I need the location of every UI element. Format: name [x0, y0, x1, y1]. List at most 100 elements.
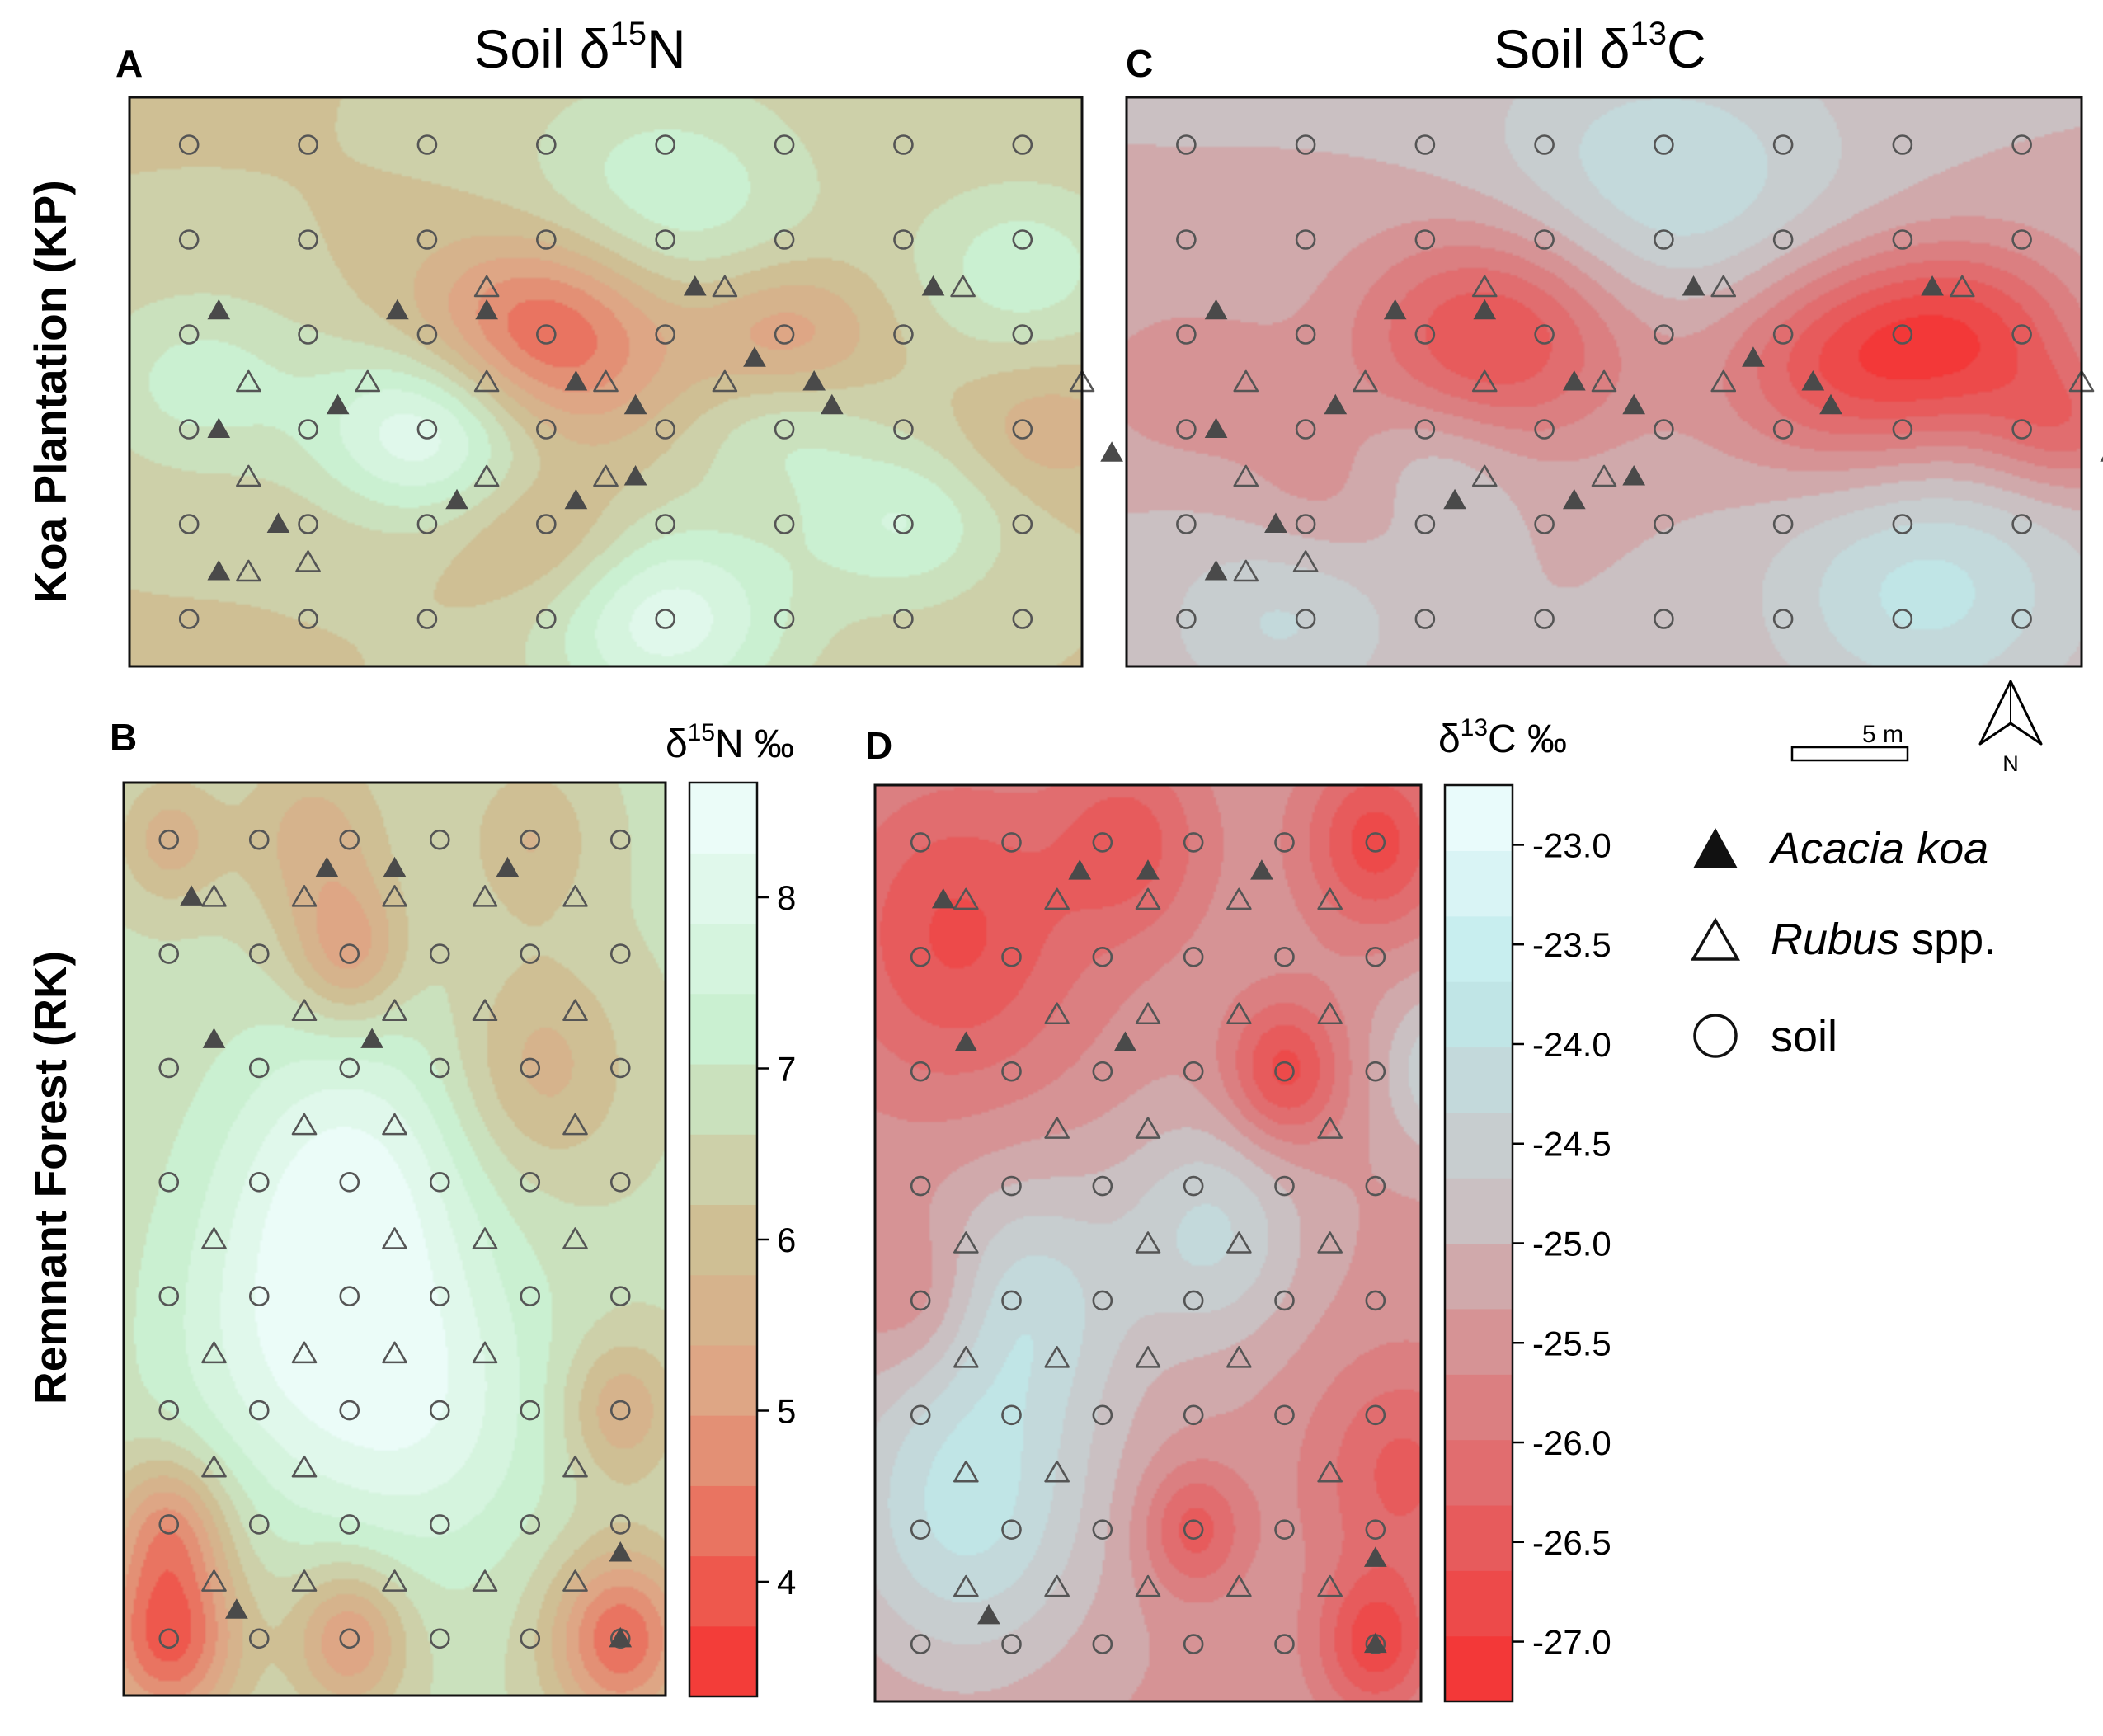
acacia-koa-marker — [207, 417, 231, 438]
colorbar-n15-title-suffix: N ‰ — [715, 722, 794, 766]
soil-sample-marker — [248, 1057, 270, 1079]
rubus-marker — [953, 1346, 979, 1368]
soil-sample-marker — [1654, 514, 1674, 534]
scale-bar: 5 m — [1790, 721, 1909, 762]
soil-sample-marker — [178, 514, 200, 534]
rubus-marker — [1044, 1346, 1070, 1368]
soil-sample-marker — [910, 947, 931, 967]
panel-letter-a: A — [115, 42, 143, 85]
acacia-koa-marker — [2100, 456, 2103, 462]
rubus-marker — [1317, 1574, 1343, 1597]
soil-sample-marker — [1176, 514, 1197, 534]
soil-sample-marker — [298, 134, 318, 155]
soil-sample-marker — [655, 419, 675, 440]
rubus-marker — [355, 369, 381, 393]
soil-sample-marker — [536, 324, 557, 345]
soil-sample-marker — [1414, 514, 1436, 534]
colorbar-band — [1445, 915, 1513, 982]
rubus-marker — [201, 885, 227, 907]
soil-sample-marker — [416, 514, 438, 534]
soil-sample-marker — [1012, 514, 1033, 534]
soil-sample-marker — [158, 1286, 180, 1306]
soil-sample-marker — [339, 1400, 360, 1421]
acacia-koa-marker — [1443, 488, 1466, 510]
soil-sample-marker — [1772, 229, 1794, 250]
colorbar-tick-label: -26.5 — [1532, 1523, 1611, 1562]
soil-sample-marker — [910, 1175, 931, 1197]
soil-sample-marker — [1274, 947, 1295, 967]
colorbar-n15-title-sup: 15 — [688, 719, 715, 746]
acacia-koa-marker — [180, 885, 203, 906]
rubus-marker — [953, 887, 979, 910]
rubus-marker — [382, 1341, 407, 1364]
rubus-marker — [562, 1455, 588, 1478]
rubus-marker — [236, 369, 261, 393]
soil-sample-marker — [1892, 324, 1913, 345]
soil-sample-marker — [429, 1286, 450, 1306]
rubus-marker — [953, 1574, 979, 1597]
rubus-marker — [472, 1341, 498, 1364]
rubus-marker — [562, 999, 588, 1022]
colorbar-band — [689, 1485, 757, 1557]
acacia-koa-marker — [1562, 369, 1586, 391]
rubus-marker — [472, 885, 498, 907]
acacia-koa-marker — [445, 488, 468, 510]
soil-sample-marker — [178, 419, 200, 440]
rubus-marker — [291, 885, 318, 907]
soil-sample-marker — [1176, 609, 1197, 629]
soil-sample-marker — [1183, 832, 1204, 853]
rubus-marker — [593, 369, 619, 393]
rubus-marker — [1591, 464, 1617, 487]
soil-sample-marker — [178, 229, 200, 250]
soil-sample-marker — [655, 324, 675, 345]
row-label-kp: Koa Plantation (KP) — [25, 180, 76, 603]
soil-sample-marker — [416, 134, 438, 155]
panel-a-kp-n15-map — [128, 96, 1123, 668]
soil-sample-marker — [1183, 1061, 1204, 1082]
rubus-marker — [382, 1569, 407, 1592]
soil-sample-marker — [416, 609, 438, 629]
soil-sample-marker — [339, 943, 360, 964]
soil-sample-marker — [1365, 1290, 1386, 1311]
rubus-marker — [291, 1455, 318, 1478]
soil-sample-marker — [1772, 324, 1794, 345]
acacia-koa-marker — [564, 369, 588, 391]
soil-sample-marker — [339, 1286, 360, 1306]
soil-sample-marker — [1001, 832, 1022, 853]
soil-sample-marker — [1772, 609, 1794, 629]
soil-sample-marker — [248, 1172, 270, 1193]
soil-sample-marker — [609, 943, 631, 964]
soil-sample-marker — [1176, 134, 1197, 155]
colorbar-tick-label: 5 — [777, 1391, 796, 1430]
soil-sample-marker — [298, 229, 318, 250]
acacia-koa-marker — [683, 275, 707, 296]
soil-sample-marker — [1176, 229, 1197, 250]
rubus-marker — [1044, 887, 1070, 910]
soil-sample-marker — [339, 1172, 360, 1193]
soil-sample-marker — [893, 324, 914, 345]
acacia-koa-marker — [326, 393, 350, 415]
rubus-marker — [1317, 1117, 1343, 1139]
acacia-koa-marker — [977, 1603, 1000, 1625]
acacia-koa-marker — [564, 488, 588, 510]
soil-sample-marker — [1183, 1634, 1204, 1654]
rubus-marker — [1949, 275, 1975, 298]
row-label-rk: Remnant Forest (RK) — [25, 951, 76, 1404]
soil-sample-marker — [1365, 1519, 1386, 1540]
soil-sample-marker — [536, 514, 557, 534]
colorbar-tick-label: 4 — [777, 1563, 796, 1602]
panel-letter-d: D — [865, 724, 892, 767]
soil-sample-marker — [1274, 1175, 1295, 1197]
title-c13-sup: 13 — [1630, 16, 1667, 52]
colorbar-band — [689, 1134, 757, 1205]
rubus-marker — [593, 464, 619, 487]
rubus-marker — [953, 1231, 979, 1254]
colorbar-tick-label: -24.0 — [1532, 1025, 1611, 1064]
soil-sample-marker — [416, 419, 438, 440]
rubus-marker — [1710, 369, 1737, 393]
soil-sample-marker — [774, 419, 795, 440]
rubus-marker — [1233, 559, 1259, 582]
rubus-marker — [382, 999, 407, 1022]
rubus-marker — [1317, 887, 1343, 910]
